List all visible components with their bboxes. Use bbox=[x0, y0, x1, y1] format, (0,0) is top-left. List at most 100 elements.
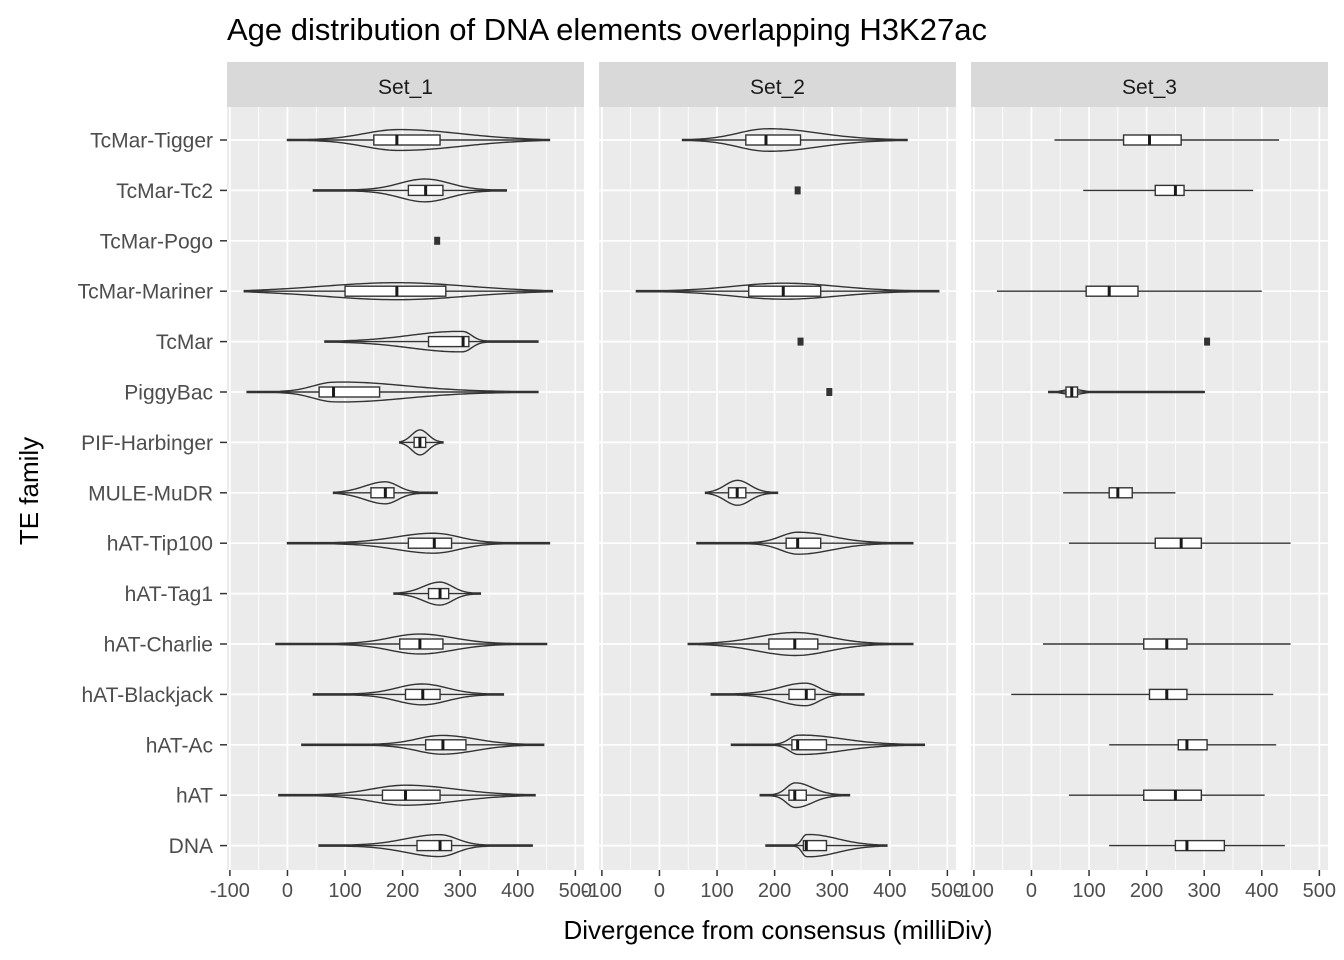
series-set-1-tcmar-tigger bbox=[286, 128, 551, 152]
strip-set-3 bbox=[971, 62, 1328, 107]
violin-tcmar bbox=[324, 330, 539, 353]
violin-dna bbox=[318, 833, 533, 858]
series-set-3-mule-mudr bbox=[1063, 487, 1176, 499]
x-tick-label: 100 bbox=[700, 880, 733, 902]
strip-label-set-2: Set_2 bbox=[750, 76, 805, 99]
x-tick-label: 300 bbox=[444, 880, 477, 902]
x-tick-label: -100 bbox=[954, 880, 994, 902]
series-set-1-hat-tag1 bbox=[393, 581, 482, 606]
x-tick-label: 0 bbox=[1026, 880, 1037, 902]
series-set-3-hat-blackjack bbox=[1011, 688, 1274, 701]
series-set-2-tcmar bbox=[797, 337, 804, 346]
strip-label-set-1: Set_1 bbox=[378, 76, 433, 99]
y-tick-label-tcmar-tc2: TcMar-Tc2 bbox=[116, 180, 213, 203]
violin-hat bbox=[278, 784, 536, 806]
violin-tcmar-mariner bbox=[635, 282, 940, 300]
box-hat-ac bbox=[424, 739, 467, 751]
y-tick-label-pif-harbinger: PIF-Harbinger bbox=[81, 432, 213, 455]
x-tick-label: 500 bbox=[559, 880, 592, 902]
series-set-3-hat-ac bbox=[1109, 739, 1277, 751]
y-tick-label-hat-ac: hAT-Ac bbox=[146, 734, 213, 757]
x-tick-label: 0 bbox=[282, 880, 293, 902]
series-set-3-dna bbox=[1109, 839, 1285, 852]
violin-tcmar-tigger bbox=[681, 128, 908, 152]
x-tick-label: 100 bbox=[328, 880, 361, 902]
box-tcmar-tigger bbox=[745, 134, 802, 146]
box-dna bbox=[1174, 839, 1226, 852]
x-tick-label: 0 bbox=[654, 880, 665, 902]
x-tick-label: 400 bbox=[501, 880, 534, 902]
x-tick-label: -100 bbox=[582, 880, 622, 902]
series-set-1-tcmar-tc2 bbox=[312, 178, 507, 203]
series-set-2-hat-tip100 bbox=[696, 531, 914, 555]
violin-hat-blackjack bbox=[312, 683, 505, 706]
x-tick-label: 500 bbox=[931, 880, 964, 902]
box-hat bbox=[381, 789, 441, 801]
y-tick-label-tcmar-mariner: TcMar-Mariner bbox=[78, 281, 213, 304]
y-tick-label-hat-charlie: hAT-Charlie bbox=[104, 634, 213, 657]
series-set-2-tcmar-tigger bbox=[681, 128, 908, 152]
series-set-1-hat-blackjack bbox=[312, 683, 505, 706]
series-set-3-tcmar-tigger bbox=[1054, 134, 1280, 146]
box-hat-tip100 bbox=[1154, 537, 1203, 549]
box-mule-mudr bbox=[1108, 487, 1133, 499]
series-set-1-dna bbox=[318, 833, 533, 858]
box-piggybac bbox=[318, 386, 381, 398]
violin-mule-mudr bbox=[332, 481, 438, 505]
box-hat-ac bbox=[1177, 739, 1208, 751]
panel-set-2: Set_2 -100 0 100 200 300 400 500 bbox=[582, 62, 964, 902]
series-set-2-dna bbox=[765, 833, 888, 858]
violin-hat bbox=[759, 782, 851, 809]
box-tcmar bbox=[427, 335, 470, 348]
x-tick-label: 500 bbox=[1303, 880, 1336, 902]
box-tcmar-tigger bbox=[373, 134, 441, 146]
series-set-1-tcmar bbox=[324, 330, 539, 353]
series-set-1-hat-ac bbox=[301, 734, 545, 755]
panel-background-set-1 bbox=[227, 107, 584, 870]
x-axis-title: Divergence from consensus (milliDiv) bbox=[563, 915, 992, 945]
series-set-3-tcmar-tc2 bbox=[1083, 184, 1254, 197]
point-tcmar-pogo bbox=[434, 236, 441, 245]
y-tick-label-tcmar: TcMar bbox=[156, 331, 213, 354]
y-tick-label-hat-tip100: hAT-Tip100 bbox=[107, 533, 213, 556]
box-hat-tip100 bbox=[407, 537, 453, 549]
strip-label-set-3: Set_3 bbox=[1122, 76, 1177, 99]
box-tcmar-tc2 bbox=[1154, 184, 1185, 197]
violin-tcmar-tc2 bbox=[312, 178, 507, 203]
series-set-1-tcmar-pogo bbox=[434, 236, 441, 245]
box-tcmar-mariner bbox=[1085, 285, 1139, 297]
box-dna bbox=[802, 839, 828, 852]
series-set-1-hat bbox=[278, 784, 536, 806]
series-set-3-hat-charlie bbox=[1042, 638, 1291, 650]
box-hat-blackjack bbox=[788, 688, 816, 701]
violin-pif-harbinger bbox=[399, 429, 444, 456]
panel-set-3: Set_3 -100 0 100 200 300 400 500 bbox=[954, 62, 1336, 902]
series-set-2-hat-blackjack bbox=[710, 682, 865, 707]
series-set-2-hat bbox=[759, 782, 851, 809]
y-tick-label-hat: hAT bbox=[176, 785, 213, 808]
series-set-1-tcmar-mariner bbox=[243, 282, 554, 301]
x-tick-label: 200 bbox=[1130, 880, 1163, 902]
chart-title: Age distribution of DNA elements overlap… bbox=[227, 12, 987, 47]
x-tick-label: -100 bbox=[210, 880, 250, 902]
point-tcmar-tc2 bbox=[794, 186, 801, 195]
series-set-3-tcmar-mariner bbox=[996, 285, 1262, 297]
y-axis-title: TE family bbox=[14, 437, 44, 545]
series-set-1-hat-tip100 bbox=[286, 532, 551, 554]
series-set-2-tcmar-mariner bbox=[635, 282, 940, 300]
series-set-1-mule-mudr bbox=[332, 481, 438, 505]
y-tick-label-hat-tag1: hAT-Tag1 bbox=[125, 583, 213, 606]
y-tick-label-tcmar-tigger: TcMar-Tigger bbox=[90, 130, 213, 153]
series-set-1-hat-charlie bbox=[275, 633, 548, 655]
x-tick-label: 200 bbox=[386, 880, 419, 902]
series-set-2-hat-ac bbox=[730, 734, 926, 756]
y-tick-label-piggybac: PiggyBac bbox=[124, 382, 213, 405]
series-set-2-tcmar-tc2 bbox=[794, 186, 801, 195]
box-hat bbox=[788, 789, 807, 801]
series-set-3-hat bbox=[1068, 789, 1265, 801]
series-set-3-piggybac bbox=[1048, 386, 1205, 398]
plot-area: TcMar-Tigger TcMar-Tc2 TcMar-Pogo TcMar-Mar… bbox=[78, 62, 1336, 902]
x-tick-label: 200 bbox=[758, 880, 791, 902]
series-set-3-tcmar bbox=[1204, 337, 1211, 346]
